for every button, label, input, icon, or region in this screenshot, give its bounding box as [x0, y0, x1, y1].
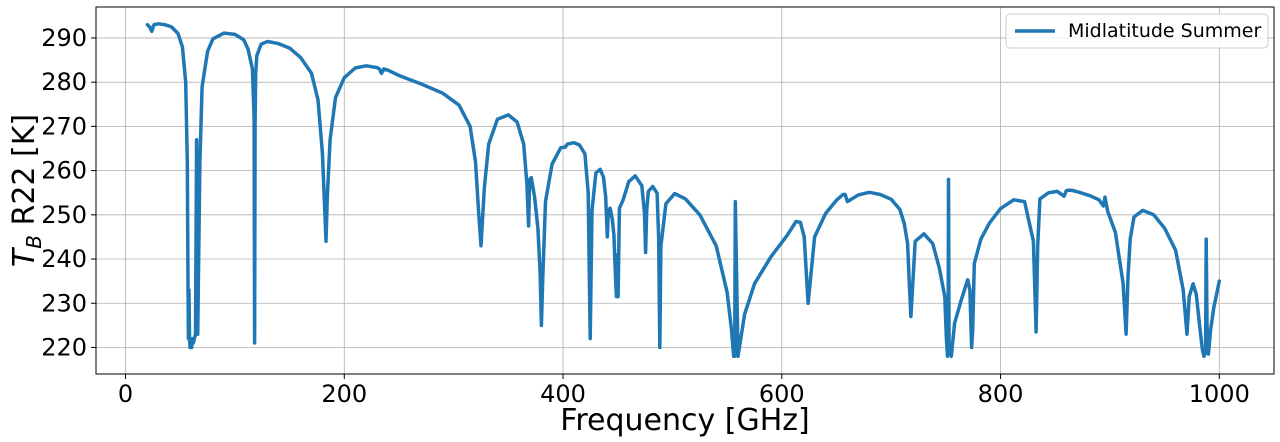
y-tick-label: 250	[41, 201, 87, 229]
x-tick-label: 0	[118, 380, 133, 408]
x-axis-title: Frequency [GHz]	[560, 403, 809, 438]
y-axis-title-subscript: B	[22, 235, 46, 249]
legend-label: Midlatitude Summer	[1068, 20, 1261, 42]
series-layer	[145, 22, 1222, 359]
y-axis-title: TB R22 [K]	[7, 114, 46, 267]
legend: Midlatitude Summer	[1005, 13, 1269, 49]
y-tick-label: 260	[41, 157, 87, 185]
y-tick-label: 240	[41, 245, 87, 273]
grid	[96, 7, 1274, 374]
y-axis-title-symbol: T	[7, 246, 42, 267]
y-axis-ticks: 220 230 240 250 260 270 280 290	[41, 24, 96, 361]
x-tick-label: 1000	[1189, 380, 1250, 408]
x-tick-label: 200	[321, 380, 367, 408]
y-axis-title-rest: R22 [K]	[7, 114, 42, 235]
y-tick-label: 220	[41, 333, 87, 361]
series-line	[145, 22, 1222, 359]
legend-box	[1005, 13, 1269, 49]
x-tick-label: 800	[978, 380, 1024, 408]
x-tick-label: 600	[759, 380, 805, 408]
y-tick-label: 230	[41, 289, 87, 317]
y-tick-label: 270	[41, 112, 87, 140]
x-tick-label: 400	[540, 380, 586, 408]
x-axis-ticks: 0 200 400 600 800 1000	[118, 374, 1250, 408]
plot-area-frame	[95, 6, 1275, 375]
y-tick-label: 280	[41, 68, 87, 96]
y-tick-label: 290	[41, 24, 87, 52]
